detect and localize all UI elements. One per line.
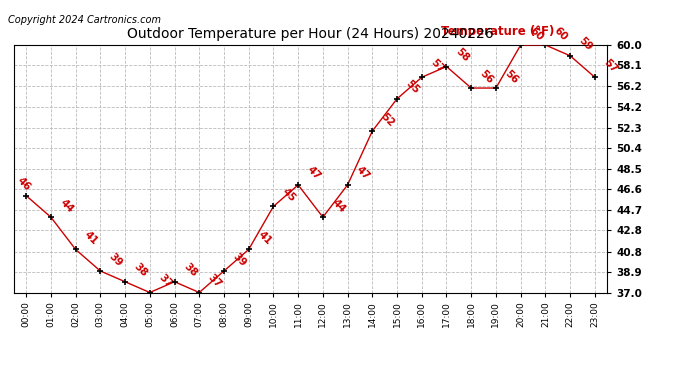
Text: 44: 44: [330, 197, 347, 214]
Text: 52: 52: [380, 111, 397, 128]
Text: 38: 38: [132, 262, 149, 279]
Text: 57: 57: [428, 57, 446, 75]
Text: 47: 47: [355, 165, 372, 182]
Text: 39: 39: [231, 251, 248, 268]
Text: 44: 44: [58, 197, 75, 214]
Text: 41: 41: [83, 229, 100, 247]
Text: 60: 60: [552, 25, 570, 42]
Text: 41: 41: [255, 229, 273, 247]
Text: 45: 45: [280, 186, 298, 204]
Text: 37: 37: [157, 272, 174, 290]
Text: 59: 59: [577, 36, 594, 53]
Title: Outdoor Temperature per Hour (24 Hours) 20240226: Outdoor Temperature per Hour (24 Hours) …: [127, 27, 494, 41]
Text: Copyright 2024 Cartronics.com: Copyright 2024 Cartronics.com: [8, 15, 161, 25]
Text: 56: 56: [503, 68, 520, 85]
Text: 37: 37: [206, 272, 224, 290]
Text: 57: 57: [602, 57, 619, 75]
Text: 60: 60: [528, 25, 545, 42]
Text: Temperature (°F): Temperature (°F): [441, 25, 555, 38]
Text: 58: 58: [453, 46, 471, 64]
Text: 39: 39: [107, 251, 124, 268]
Text: 56: 56: [478, 68, 495, 85]
Text: 47: 47: [305, 165, 323, 182]
Text: 38: 38: [181, 262, 199, 279]
Text: 55: 55: [404, 79, 422, 96]
Text: 46: 46: [15, 176, 32, 193]
